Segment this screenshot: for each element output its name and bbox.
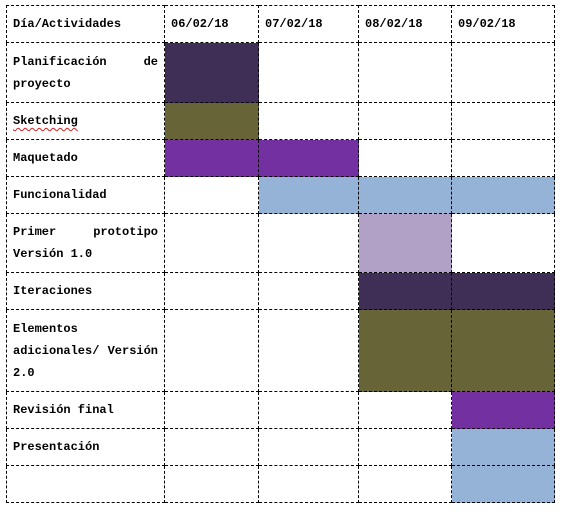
schedule-cell bbox=[358, 102, 452, 140]
schedule-cell bbox=[451, 139, 555, 177]
header-activities: Día/Actividades bbox=[6, 5, 165, 43]
schedule-cell bbox=[258, 465, 359, 503]
activity-label: Primer prototipo Versión 1.0 bbox=[6, 213, 165, 273]
schedule-cell bbox=[164, 428, 259, 466]
schedule-cell bbox=[258, 139, 359, 177]
header-date-1: 06/02/18 bbox=[164, 5, 259, 43]
activity-label: Planificación de proyecto bbox=[6, 42, 165, 103]
schedule-cell bbox=[451, 428, 555, 466]
schedule-cell bbox=[258, 102, 359, 140]
schedule-cell bbox=[358, 213, 452, 273]
schedule-cell bbox=[451, 465, 555, 503]
activity-label bbox=[6, 465, 165, 503]
schedule-cell bbox=[358, 139, 452, 177]
header-date-4: 09/02/18 bbox=[451, 5, 555, 43]
gantt-body: Día/Actividades 06/02/18 07/02/18 08/02/… bbox=[6, 5, 555, 503]
schedule-cell bbox=[258, 176, 359, 214]
activity-label: Revisión final bbox=[6, 391, 165, 429]
schedule-cell bbox=[358, 42, 452, 103]
table-row bbox=[6, 465, 555, 503]
schedule-cell bbox=[451, 213, 555, 273]
table-row: Funcionalidad bbox=[6, 176, 555, 214]
schedule-cell bbox=[258, 428, 359, 466]
activity-label: Maquetado bbox=[6, 139, 165, 177]
schedule-cell bbox=[258, 42, 359, 103]
schedule-cell bbox=[451, 102, 555, 140]
table-row: Iteraciones bbox=[6, 272, 555, 310]
header-date-2: 07/02/18 bbox=[258, 5, 359, 43]
schedule-cell bbox=[164, 42, 259, 103]
activity-label: Presentación bbox=[6, 428, 165, 466]
table-row: Primer prototipo Versión 1.0 bbox=[6, 213, 555, 273]
schedule-cell bbox=[164, 213, 259, 273]
schedule-cell bbox=[358, 428, 452, 466]
header-row: Día/Actividades 06/02/18 07/02/18 08/02/… bbox=[6, 5, 555, 43]
schedule-cell bbox=[358, 176, 452, 214]
schedule-cell bbox=[258, 309, 359, 392]
activity-label: Iteraciones bbox=[6, 272, 165, 310]
schedule-cell bbox=[164, 309, 259, 392]
schedule-cell bbox=[164, 391, 259, 429]
schedule-cell bbox=[164, 465, 259, 503]
table-row: Planificación de proyecto bbox=[6, 42, 555, 103]
schedule-cell bbox=[164, 176, 259, 214]
schedule-cell bbox=[258, 272, 359, 310]
table-row: Sketching bbox=[6, 102, 555, 140]
gantt-table: Día/Actividades 06/02/18 07/02/18 08/02/… bbox=[6, 5, 555, 503]
activity-label: Elementos adicionales/ Versión 2.0 bbox=[6, 309, 165, 392]
schedule-cell bbox=[451, 309, 555, 392]
schedule-cell bbox=[358, 465, 452, 503]
schedule-cell bbox=[258, 213, 359, 273]
schedule-cell bbox=[358, 272, 452, 310]
header-date-3: 08/02/18 bbox=[358, 5, 452, 43]
table-row: Elementos adicionales/ Versión 2.0 bbox=[6, 309, 555, 392]
activity-label: Sketching bbox=[6, 102, 165, 140]
schedule-cell bbox=[258, 391, 359, 429]
table-row: Revisión final bbox=[6, 391, 555, 429]
table-row: Maquetado bbox=[6, 139, 555, 177]
schedule-cell bbox=[451, 176, 555, 214]
schedule-cell bbox=[451, 42, 555, 103]
schedule-cell bbox=[164, 139, 259, 177]
schedule-cell bbox=[164, 102, 259, 140]
schedule-cell bbox=[358, 309, 452, 392]
schedule-cell bbox=[451, 272, 555, 310]
schedule-cell bbox=[358, 391, 452, 429]
activity-label: Funcionalidad bbox=[6, 176, 165, 214]
schedule-cell bbox=[164, 272, 259, 310]
schedule-cell bbox=[451, 391, 555, 429]
table-row: Presentación bbox=[6, 428, 555, 466]
